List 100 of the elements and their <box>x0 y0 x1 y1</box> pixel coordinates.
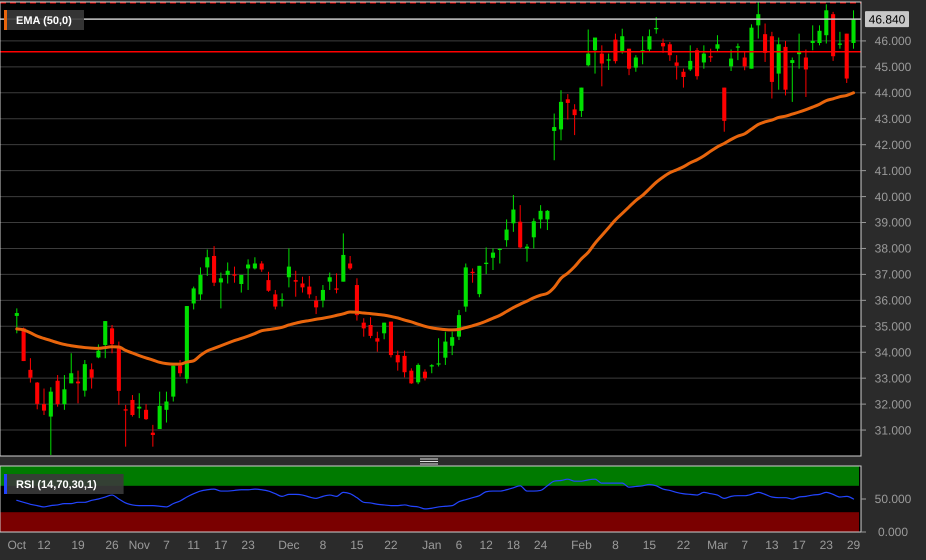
candlestick <box>375 331 380 352</box>
candlestick <box>42 388 46 416</box>
candlestick <box>409 368 414 384</box>
x-tick-label: 23 <box>241 538 256 552</box>
y-tick-label: 34.000 <box>874 345 912 360</box>
x-tick-label: 15 <box>350 538 364 552</box>
candlestick <box>552 113 556 161</box>
candlestick <box>252 256 257 270</box>
x-tick-label: 19 <box>71 538 86 552</box>
ref-line-label: 46.840 <box>868 12 906 26</box>
candlestick <box>158 391 162 430</box>
candlestick <box>592 37 598 74</box>
y-tick-label: 45.000 <box>874 60 912 74</box>
x-tick-label: 12 <box>480 538 494 552</box>
y-tick-label: 44.000 <box>874 86 912 100</box>
candlestick <box>314 295 318 315</box>
candlestick <box>239 274 244 294</box>
x-tick-label: 17 <box>792 538 806 552</box>
y-tick-label: 31.000 <box>874 423 912 438</box>
candlestick <box>164 391 168 424</box>
candlestick <box>443 331 448 366</box>
candlestick <box>729 48 734 72</box>
candlestick <box>566 94 570 120</box>
candlestick <box>532 218 536 249</box>
candlestick <box>300 276 305 294</box>
candlestick <box>498 248 502 264</box>
y-tick-label: 35.000 <box>874 319 912 334</box>
x-tick-label: 18 <box>506 538 520 552</box>
candlestick <box>273 289 278 310</box>
y-tick-label: 0.000 <box>878 525 908 540</box>
x-tick-label: Feb <box>571 538 592 552</box>
candlestick <box>647 29 652 52</box>
candlestick <box>572 104 577 136</box>
y-tick-label: 42.000 <box>874 138 912 152</box>
candlestick <box>362 318 366 338</box>
x-tick-label: 22 <box>384 538 398 552</box>
candlestick <box>851 10 856 50</box>
candlestick <box>620 28 624 54</box>
x-tick-label: 12 <box>37 538 52 552</box>
candlestick <box>368 316 373 339</box>
candlestick <box>192 286 196 310</box>
candlestick <box>328 272 332 290</box>
y-tick-label: 32.000 <box>874 397 912 412</box>
candlestick <box>28 358 32 384</box>
x-tick-label: 17 <box>214 538 228 552</box>
x-tick-label: 23 <box>820 538 834 552</box>
candlestick <box>286 248 291 288</box>
candlestick <box>205 248 210 276</box>
candlestick <box>545 210 550 231</box>
x-tick-label: 22 <box>676 538 690 552</box>
y-tick-label: 36.000 <box>874 294 912 308</box>
x-tick-label: 8 <box>612 538 620 552</box>
candlestick <box>246 258 250 290</box>
candlestick <box>422 368 427 382</box>
candlestick <box>90 362 94 390</box>
candlestick <box>511 194 516 232</box>
candlestick <box>504 218 509 248</box>
line-series <box>16 478 854 510</box>
candlestick <box>396 350 400 372</box>
x-tick-label: 24 <box>534 538 548 552</box>
y-tick-label: 33.000 <box>874 371 912 386</box>
x-tick-label: 7 <box>741 538 748 552</box>
candlestick <box>484 246 488 275</box>
y-tick-label: 37.000 <box>874 268 912 282</box>
y-tick-label: 50.000 <box>874 492 912 506</box>
candlestick <box>69 352 74 384</box>
candlestick <box>226 262 230 284</box>
candlestick <box>294 270 298 298</box>
x-tick-label: 7 <box>163 538 170 552</box>
candlestick <box>674 54 679 80</box>
x-tick-label: Oct <box>7 538 27 552</box>
x-tick-label: 29 <box>846 538 861 552</box>
candlestick <box>634 54 638 72</box>
candlestick <box>137 392 142 419</box>
candlestick <box>586 29 590 67</box>
candlestick <box>702 44 706 70</box>
candlestick <box>35 382 40 410</box>
y-tick-label: 39.000 <box>874 216 912 230</box>
candlestick <box>266 271 271 292</box>
x-tick-label: 6 <box>456 538 463 552</box>
x-tick-label: 11 <box>187 538 200 552</box>
x-tick-label: 13 <box>765 538 779 552</box>
candlestick <box>810 24 815 51</box>
y-tick-label: 40.000 <box>874 190 912 204</box>
candlestick <box>14 308 19 334</box>
y-tick-label: 43.000 <box>874 112 912 126</box>
candlestick <box>688 44 692 72</box>
candlestick <box>144 404 148 420</box>
y-tick-label: 41.000 <box>874 164 912 178</box>
candlestick <box>130 394 134 418</box>
x-tick-label: Dec <box>278 538 300 552</box>
candlestick <box>103 320 108 359</box>
x-tick-label: Nov <box>128 538 150 552</box>
legend-label: RSI (14,70,30,1) <box>16 478 98 491</box>
candlestick <box>348 255 352 270</box>
x-tick-label: 26 <box>105 538 120 552</box>
candlestick <box>402 350 407 378</box>
x-tick-label: 8 <box>320 538 327 552</box>
candlestick <box>524 244 530 262</box>
candlestick <box>110 324 114 354</box>
